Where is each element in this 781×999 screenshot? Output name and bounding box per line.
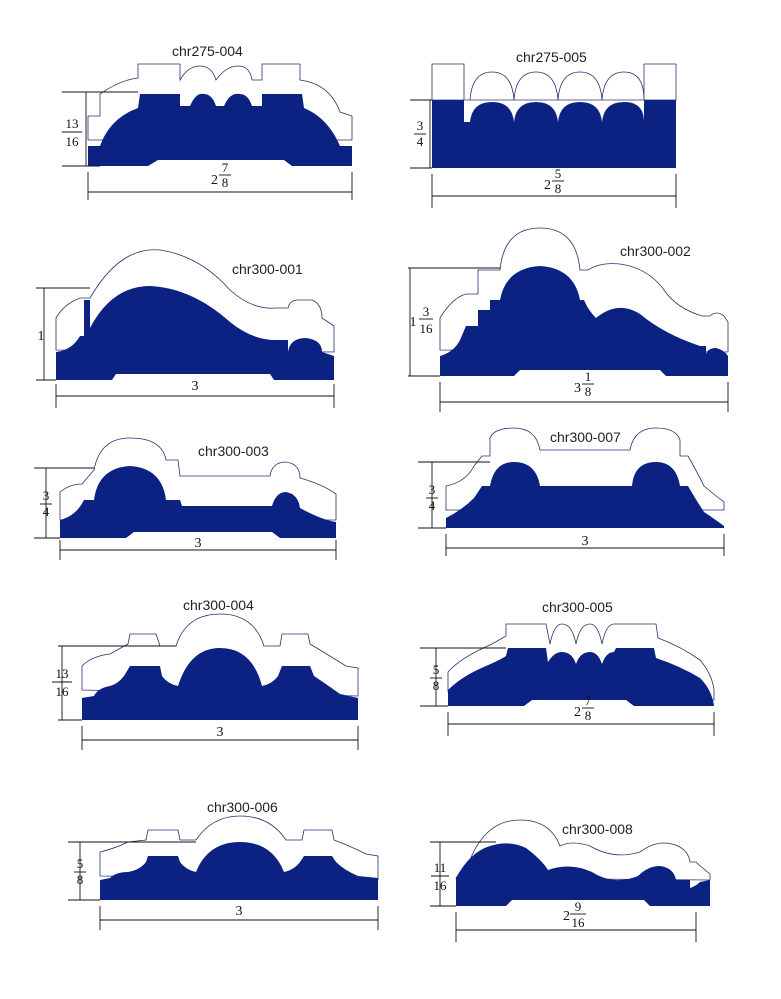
height-dimension: 5 8 <box>430 662 442 693</box>
height-dimension: 13 16 <box>62 116 82 149</box>
width-dimension: 3 <box>236 904 243 919</box>
profile-name: chr300-006 <box>207 799 278 815</box>
svg-text:13: 13 <box>56 666 69 681</box>
svg-text:3: 3 <box>43 488 50 503</box>
svg-text:2: 2 <box>563 909 570 924</box>
profile-name: chr300-005 <box>542 599 613 615</box>
svg-text:3: 3 <box>429 482 436 497</box>
svg-text:3: 3 <box>423 304 430 319</box>
width-dimension: 3 1 8 <box>574 369 594 399</box>
profile-chr300-002: chr300-002 1 3 16 3 1 8 <box>408 227 729 412</box>
profile-name: chr275-004 <box>172 43 243 59</box>
svg-text:8: 8 <box>222 175 229 190</box>
svg-text:8: 8 <box>555 181 562 196</box>
height-dimension: 3 4 <box>426 482 438 513</box>
profile-name: chr300-001 <box>232 261 303 277</box>
profile-chr275-005: chr275-005 3 4 2 5 8 <box>410 49 677 208</box>
profile-chr275-004: chr275-004 13 16 2 7 8 <box>62 43 353 200</box>
svg-text:16: 16 <box>66 134 80 149</box>
svg-text:8: 8 <box>585 708 592 723</box>
svg-text:2: 2 <box>574 705 581 720</box>
profile-name: chr300-003 <box>198 443 269 459</box>
svg-text:4: 4 <box>43 504 50 519</box>
height-dimension: 1 3 16 <box>410 304 434 336</box>
profile-solid <box>448 648 714 706</box>
width-dimension: 2 5 8 <box>544 166 564 196</box>
width-dimension: 3 <box>192 379 199 394</box>
svg-text:16: 16 <box>434 878 448 893</box>
profile-chr300-005: chr300-005 5 8 2 7 8 <box>420 599 715 736</box>
profile-solid <box>456 843 710 906</box>
profile-name: chr275-005 <box>516 49 587 65</box>
width-dimension: 3 <box>195 536 202 551</box>
svg-text:4: 4 <box>429 498 436 513</box>
profile-solid <box>446 462 724 528</box>
svg-text:1: 1 <box>585 369 592 384</box>
svg-text:2: 2 <box>211 173 218 188</box>
height-dimension: 1 <box>38 329 45 344</box>
height-dimension: 3 4 <box>414 118 426 149</box>
profile-name: chr300-004 <box>183 597 254 613</box>
svg-text:2: 2 <box>544 178 551 193</box>
profile-outline <box>431 63 677 101</box>
svg-text:13: 13 <box>66 116 79 131</box>
width-dimension: 3 <box>582 534 589 549</box>
svg-text:8: 8 <box>433 678 440 693</box>
height-dimension: 5 8 <box>74 856 86 887</box>
profile-solid <box>56 286 334 380</box>
profile-solid <box>82 648 358 720</box>
svg-text:9: 9 <box>575 899 582 914</box>
svg-text:5: 5 <box>77 856 84 871</box>
height-dimension: 3 4 <box>40 488 52 519</box>
profile-name: chr300-007 <box>550 429 621 445</box>
profile-chr300-007: chr300-007 3 4 3 <box>418 427 725 556</box>
profile-solid <box>60 466 336 538</box>
svg-text:11: 11 <box>434 860 447 875</box>
profile-chr300-004: chr300-004 13 16 3 <box>52 597 359 750</box>
profile-solid <box>432 100 676 168</box>
profile-chr300-008: chr300-008 11 16 2 9 16 <box>430 819 711 942</box>
height-dimension: 13 16 <box>52 666 72 699</box>
profile-name: chr300-002 <box>620 243 691 259</box>
svg-text:7: 7 <box>222 160 229 175</box>
profile-solid <box>440 266 728 376</box>
profile-chr300-001: chr300-001 1 3 <box>36 249 335 408</box>
svg-text:3: 3 <box>417 118 424 133</box>
profile-chr300-003: chr300-003 3 4 3 <box>34 437 337 560</box>
width-dimension: 2 7 8 <box>211 160 231 190</box>
width-dimension: 3 <box>217 725 224 740</box>
svg-text:16: 16 <box>56 684 70 699</box>
svg-text:8: 8 <box>585 384 592 399</box>
width-dimension: 2 7 8 <box>574 693 594 723</box>
svg-text:3: 3 <box>574 381 581 396</box>
profile-chr300-006: chr300-006 5 8 3 <box>68 799 379 930</box>
svg-text:16: 16 <box>572 915 586 930</box>
svg-text:5: 5 <box>433 662 440 677</box>
width-dimension: 2 9 16 <box>563 899 586 930</box>
profile-solid <box>100 842 378 900</box>
height-dimension: 11 16 <box>431 860 449 893</box>
profile-solid <box>88 93 352 166</box>
svg-text:4: 4 <box>417 134 424 149</box>
svg-text:5: 5 <box>555 166 562 181</box>
svg-text:8: 8 <box>77 872 84 887</box>
svg-text:16: 16 <box>420 321 434 336</box>
svg-text:1: 1 <box>410 315 417 330</box>
profile-name: chr300-008 <box>562 821 633 837</box>
svg-text:7: 7 <box>585 693 592 708</box>
